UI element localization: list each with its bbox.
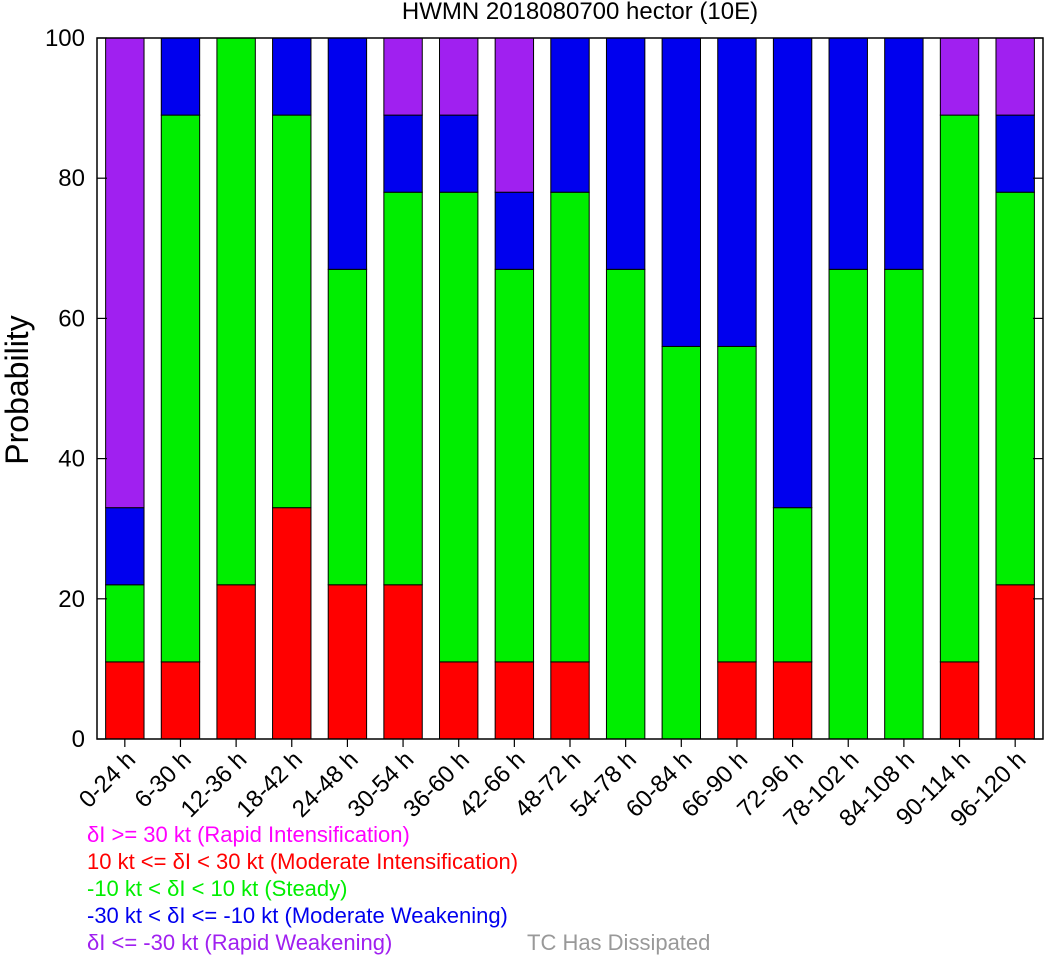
bar-segment-36-60h-s4 <box>439 37 479 116</box>
x-tick-label: 0-24 h <box>74 746 141 813</box>
bar-segment-72-96h-s2 <box>772 507 813 663</box>
bar-segment-96-120h-s4 <box>995 37 1035 116</box>
bar-segment-18-42h-s2 <box>272 114 312 509</box>
bar-segment-90-114h-s2 <box>939 114 980 663</box>
bar-segment-54-78h-s3 <box>605 37 646 270</box>
bar-segment-72-96h-s3 <box>772 37 813 509</box>
bar-segment-48-72h-s3 <box>550 37 590 193</box>
bar-segment-18-42h-s3 <box>272 37 312 116</box>
bar-segment-0-24h-s4 <box>105 37 145 509</box>
bar-segment-84-108h-s2 <box>884 268 924 740</box>
bar-segment-42-66h-s2 <box>494 268 535 663</box>
y-tick-label: 100 <box>45 25 85 52</box>
bar-segment-78-102h-s3 <box>828 37 868 270</box>
chart-title: HWMN 2018080700 hector (10E) <box>402 0 758 25</box>
y-tick-label: 80 <box>58 165 85 192</box>
bar-segment-12-36h-s2 <box>216 37 256 586</box>
bar-segment-96-120h-s1 <box>995 584 1035 740</box>
bar-segment-30-54h-s3 <box>383 114 423 193</box>
bar-segment-42-66h-s1 <box>494 661 535 740</box>
bar-segment-72-96h-s1 <box>772 661 813 740</box>
bar-segment-30-54h-s1 <box>383 584 423 740</box>
bar-segment-48-72h-s1 <box>550 661 590 740</box>
bar-segment-90-114h-s4 <box>939 37 980 116</box>
bar-segment-42-66h-s3 <box>494 191 535 270</box>
legend-entry: -30 kt < δI <= -10 kt (Moderate Weakenin… <box>87 903 508 928</box>
y-tick-label: 40 <box>58 446 85 473</box>
bar-segment-66-90h-s2 <box>717 345 757 663</box>
y-tick-label: 0 <box>72 726 85 753</box>
bar-segment-0-24h-s3 <box>105 507 145 586</box>
bar-segment-66-90h-s3 <box>717 37 757 347</box>
bar-segment-24-48h-s2 <box>327 268 368 586</box>
bar-segment-24-48h-s1 <box>327 584 368 740</box>
bar-segment-66-90h-s1 <box>717 661 757 740</box>
bar-segment-60-84h-s2 <box>661 345 701 740</box>
bar-segment-0-24h-s1 <box>105 661 145 740</box>
legend-entry: δI >= 30 kt (Rapid Intensification) <box>87 822 410 847</box>
bar-segment-60-84h-s3 <box>661 37 701 347</box>
bar-segment-96-120h-s3 <box>995 114 1035 193</box>
bar-segment-54-78h-s2 <box>605 268 646 740</box>
bar-segment-36-60h-s2 <box>439 191 479 663</box>
bar-segment-36-60h-s3 <box>439 114 479 193</box>
bar-segment-18-42h-s1 <box>272 507 312 740</box>
bar-segment-48-72h-s2 <box>550 191 590 663</box>
bar-segment-30-54h-s2 <box>383 191 423 586</box>
bar-segment-30-54h-s4 <box>383 37 423 116</box>
bar-segment-6-30h-s2 <box>160 114 201 663</box>
bar-segment-6-30h-s3 <box>160 37 201 116</box>
bar-segment-0-24h-s2 <box>105 584 145 663</box>
y-tick-label: 20 <box>58 586 85 613</box>
bar-segment-6-30h-s1 <box>160 661 201 740</box>
bars-layer <box>105 37 1035 740</box>
bar-segment-96-120h-s2 <box>995 191 1035 586</box>
y-axis-label: Probability <box>0 315 35 464</box>
legend-entry: 10 kt <= δI < 30 kt (Moderate Intensific… <box>87 849 518 874</box>
bar-segment-84-108h-s3 <box>884 37 924 270</box>
legend: δI >= 30 kt (Rapid Intensification)10 kt… <box>87 822 710 955</box>
bar-segment-24-48h-s3 <box>327 37 368 270</box>
bar-segment-42-66h-s4 <box>494 37 535 193</box>
y-tick-label: 60 <box>58 305 85 332</box>
bar-segment-90-114h-s1 <box>939 661 980 740</box>
bar-segment-12-36h-s1 <box>216 584 256 740</box>
legend-entry: TC Has Dissipated <box>527 930 710 955</box>
legend-entry: δI <= -30 kt (Rapid Weakening) <box>87 930 392 955</box>
bar-segment-78-102h-s2 <box>828 268 868 740</box>
bar-segment-36-60h-s1 <box>439 661 479 740</box>
legend-entry: -10 kt < δI < 10 kt (Steady) <box>87 876 347 901</box>
